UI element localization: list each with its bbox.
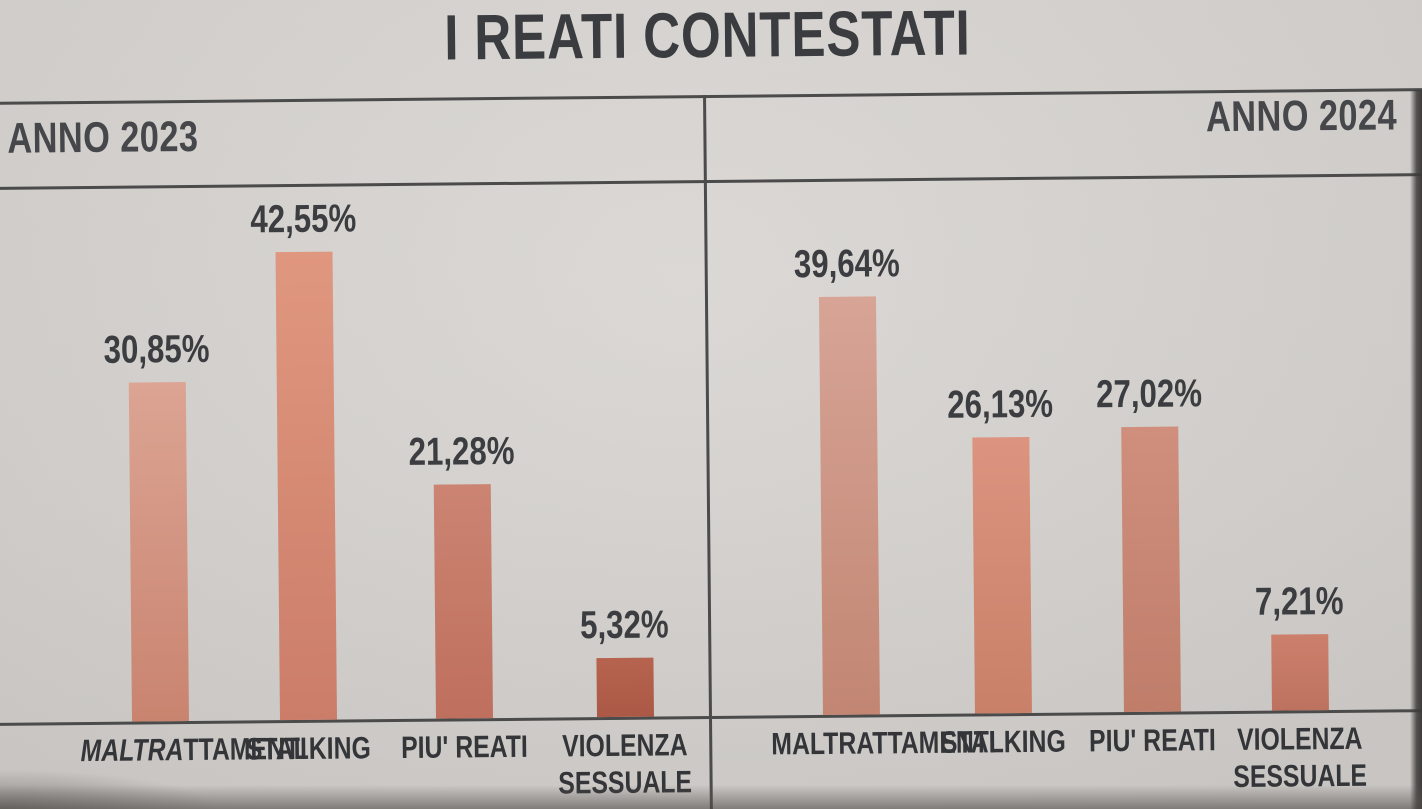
page-right-edge-shadow — [1410, 90, 1422, 809]
bar-stalking-anno-2024 — [971, 436, 1032, 714]
value-label-piu-reati-anno-2024: 27,02% — [1095, 372, 1203, 417]
bar-maltrattamenti-anno-2024 — [818, 296, 880, 715]
value-label-violenza-sessuale-anno-2024: 7,21% — [1254, 579, 1344, 624]
page-bottom-edge-shadow — [0, 785, 1422, 809]
bar-piu-reati-anno-2024 — [1120, 426, 1181, 713]
bar-violenza-sessuale-anno-2024 — [1270, 634, 1329, 711]
value-label-maltrattamenti-anno-2024: 39,64% — [793, 242, 900, 287]
